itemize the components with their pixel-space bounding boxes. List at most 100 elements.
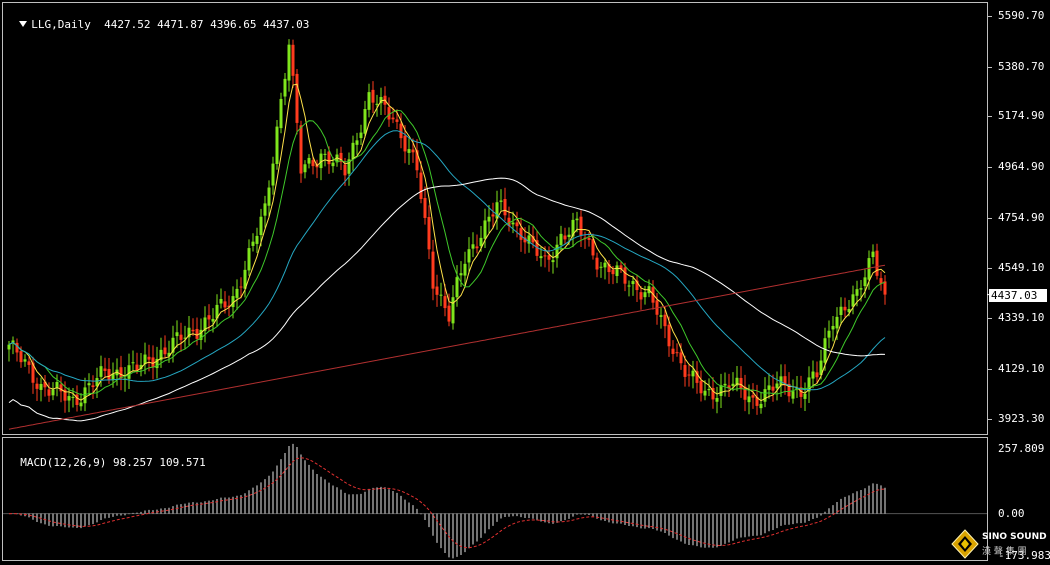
- candle-body: [791, 391, 795, 399]
- macd-main-value: 98.257: [112, 456, 153, 469]
- candle-body: [475, 246, 479, 249]
- candle-body: [787, 383, 791, 397]
- candle-body: [651, 287, 655, 303]
- candle-body: [875, 250, 879, 276]
- candle-body: [555, 244, 559, 259]
- candle-body: [235, 288, 239, 298]
- open-value: 4427.52: [104, 18, 151, 31]
- candle-body: [671, 348, 675, 354]
- macd-pane[interactable]: [3, 443, 987, 559]
- candle-body: [199, 329, 203, 340]
- candle-body: [171, 337, 175, 353]
- candle-body: [619, 265, 623, 270]
- candle-body: [659, 315, 663, 317]
- candle-body: [107, 368, 111, 380]
- candle-body: [27, 361, 31, 365]
- candle-body: [627, 285, 631, 287]
- candle-body: [495, 202, 499, 219]
- candle-body: [23, 359, 27, 362]
- candle-body: [479, 237, 483, 246]
- candle-body: [387, 107, 391, 120]
- candle-body: [487, 216, 491, 222]
- candle-body: [423, 197, 427, 218]
- candle-body: [419, 172, 423, 200]
- candle-body: [859, 288, 863, 290]
- candle-body: [51, 389, 55, 396]
- candle-body: [175, 332, 179, 337]
- price-pane[interactable]: [7, 39, 887, 430]
- candle-body: [767, 385, 771, 390]
- candle-body: [391, 117, 395, 120]
- macd-label: MACD(12,26,9): [20, 456, 107, 469]
- price-tick-label: 5590.70: [998, 8, 1045, 22]
- candle-body: [431, 251, 435, 289]
- candle-body: [407, 149, 411, 153]
- candle-body: [755, 396, 759, 406]
- candle-body: [447, 305, 451, 322]
- candle-body: [339, 152, 343, 163]
- chart-header: LLG,Daily 4427.52 4471.87 4396.65 4437.0…: [6, 5, 309, 31]
- candle-body: [427, 217, 431, 250]
- candle-body: [635, 280, 639, 291]
- current-price-label: 4437.03: [989, 289, 1047, 302]
- candle-body: [15, 342, 19, 353]
- candle-body: [295, 73, 299, 123]
- candle-body: [523, 237, 527, 243]
- candle-body: [63, 389, 67, 401]
- candle-body: [131, 362, 135, 364]
- price-tick-label: 5380.70: [998, 59, 1045, 73]
- candle-body: [707, 389, 711, 391]
- macd-tick-label: -173.983: [998, 549, 1050, 562]
- candle-body: [683, 365, 687, 377]
- candle-body: [187, 327, 191, 338]
- candle-body: [347, 159, 351, 174]
- candle-body: [195, 328, 199, 339]
- candle-body: [867, 258, 871, 280]
- candle-body: [507, 217, 511, 227]
- candle-body: [839, 306, 843, 316]
- candle-body: [323, 153, 327, 155]
- dropdown-triangle-icon[interactable]: [19, 21, 28, 27]
- macd-signal-line: [8, 457, 886, 549]
- candle-body: [355, 140, 359, 145]
- candle-body: [615, 265, 619, 276]
- candle-body: [831, 325, 835, 330]
- candle-body: [403, 135, 407, 152]
- candle-body: [703, 390, 707, 396]
- candle-body: [775, 383, 779, 389]
- candle-body: [95, 378, 99, 387]
- candle-body: [827, 330, 831, 338]
- candle-body: [699, 380, 703, 394]
- candle-body: [595, 257, 599, 270]
- candle-body: [443, 296, 447, 309]
- candle-body: [183, 337, 187, 339]
- macd-tick-label: 0.00: [998, 506, 1025, 520]
- candle-body: [611, 269, 615, 275]
- price-pane-border: [2, 2, 988, 435]
- candle-body: [71, 396, 75, 398]
- candle-body: [203, 317, 207, 331]
- candle-body: [563, 235, 567, 240]
- candle-body: [723, 383, 727, 386]
- candle-body: [343, 164, 347, 176]
- candle-body: [503, 198, 507, 216]
- candle-body: [731, 383, 735, 387]
- candle-body: [395, 119, 399, 122]
- candle-body: [527, 235, 531, 244]
- candle-body: [215, 304, 219, 319]
- candle-body: [451, 297, 455, 324]
- price-tick-label: 5174.90: [998, 109, 1045, 123]
- candle-body: [747, 396, 751, 403]
- candle-body: [39, 383, 43, 390]
- candle-body: [307, 157, 311, 164]
- candle-body: [623, 267, 627, 284]
- candle-body: [763, 389, 767, 402]
- logo-subtitle: 漢 聲 集 團: [982, 547, 1027, 557]
- price-tick-label: 4754.90: [998, 210, 1045, 224]
- candle-body: [399, 123, 403, 139]
- candle-body: [591, 239, 595, 256]
- candle-body: [711, 388, 715, 400]
- candle-body: [631, 281, 635, 285]
- candle-body: [559, 233, 563, 245]
